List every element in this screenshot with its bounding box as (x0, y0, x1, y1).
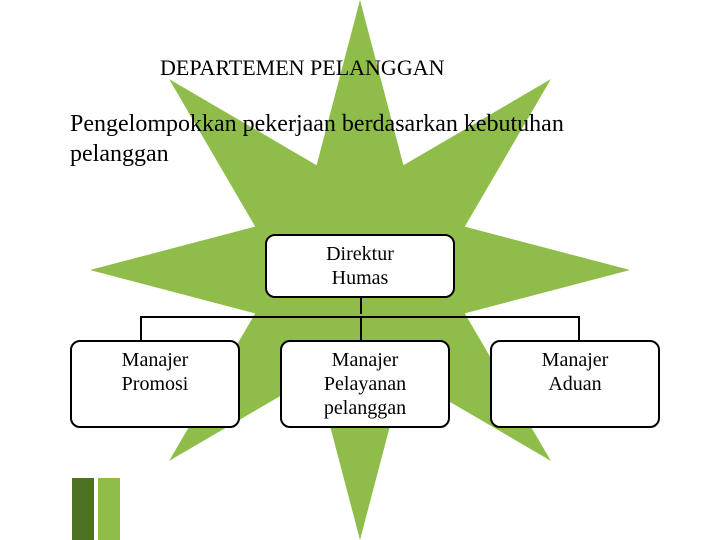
node-child-1: ManajerPelayanan pelanggan (280, 340, 450, 428)
node-child-0: ManajerPromosi (70, 340, 240, 428)
node-child-2: ManajerAduan (490, 340, 660, 428)
footer-bar (98, 478, 120, 540)
children-row: ManajerPromosi ManajerPelayanan pelangga… (70, 340, 650, 428)
footer-bars (72, 478, 120, 540)
node-child-label: ManajerAduan (542, 349, 609, 395)
org-chart: DirekturHumas ManajerPromosi ManajerPela… (70, 234, 650, 428)
connector (140, 316, 142, 340)
page-title: DEPARTEMEN PELANGGAN (160, 55, 650, 81)
footer-bar (72, 478, 94, 540)
connector (360, 296, 362, 314)
node-child-label: ManajerPromosi (122, 349, 189, 395)
connector (578, 316, 580, 340)
page-subtitle: Pengelompokkan pekerjaan berdasarkan keb… (70, 109, 650, 169)
node-parent: DirekturHumas (265, 234, 455, 298)
node-child-label: ManajerPelayanan pelanggan (324, 349, 406, 419)
connector (360, 316, 362, 340)
node-parent-label: DirekturHumas (326, 243, 394, 289)
